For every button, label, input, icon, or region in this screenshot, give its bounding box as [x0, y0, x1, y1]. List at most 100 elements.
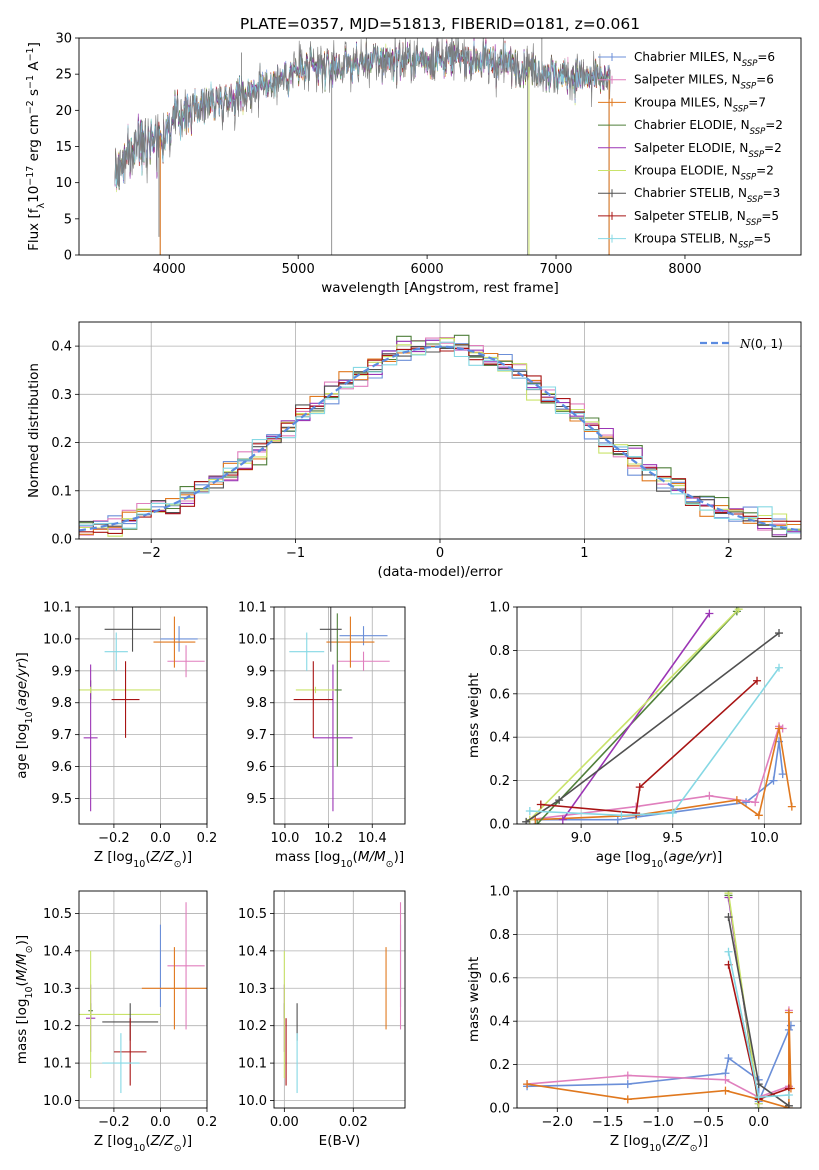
x-tick-label: 1: [580, 546, 588, 561]
x-tick-label: 4000: [153, 262, 186, 277]
x-axis-label-part: 10: [340, 859, 352, 870]
x-axis-label-part: ⊙: [690, 1143, 698, 1154]
legend-label-base: Salpeter MILES, N: [634, 73, 741, 87]
x-axis-label-part: Z [log: [94, 849, 133, 865]
weight-marker-kroupa_miles: [721, 1086, 730, 1095]
x-axis-label-part: mass [log: [275, 849, 341, 865]
legend-label: Chabrier MILES, NSSP=6: [634, 50, 775, 69]
legend-label-base: Kroupa STELIB, N: [634, 232, 738, 246]
legend-label: Kroupa MILES, NSSP=7: [634, 95, 766, 114]
legend-label-n: N: [739, 337, 751, 351]
y-tick-label: 0.6: [489, 687, 510, 702]
axes-frame: [78, 321, 802, 540]
y-axis-label-part: )]: [14, 935, 30, 946]
spectrum-lines: [114, 38, 611, 255]
axes-frame: [78, 37, 802, 256]
x-axis-label-part: Z/Z: [150, 1133, 175, 1149]
weight-marker-chabrier_miles: [769, 776, 778, 785]
x-axis-label: Z [log10(Z/Z⊙)]: [94, 849, 192, 870]
weight-marker-kroupa_miles: [784, 1008, 793, 1017]
x-tick-label: −2.0: [541, 1115, 573, 1130]
axes-frame: [516, 890, 802, 1109]
y-tick-label: 1.0: [489, 601, 510, 616]
y-tick-label: 9.8: [51, 696, 72, 711]
y-axis-label-part: −2: [25, 100, 36, 114]
legend-label: N(0, 1): [739, 337, 783, 351]
x-tick-label: 0.0: [150, 831, 171, 846]
weight-marker-kroupa_miles: [787, 802, 796, 811]
legend-label: Salpeter STELIB, NSSP=5: [634, 209, 779, 228]
x-axis-label: wavelength [Angstrom, rest frame]: [321, 280, 559, 296]
y-tick-label: 9.6: [246, 760, 267, 775]
errorbars-mass_vs_Z: [79, 902, 207, 1094]
x-axis-label-part: age/yr: [668, 849, 713, 865]
chart-title: PLATE=0357, MJD=51813, FIBERID=0181, z=0…: [240, 15, 640, 33]
y-axis-label-part: ]: [26, 42, 42, 47]
weight-line-salpeter_stelib: [540, 680, 758, 814]
y-tick-label: 10.2: [43, 1019, 72, 1034]
weight-marker-salpeter_stelib: [753, 676, 762, 685]
legend-label-sub: SSP: [742, 59, 758, 69]
axes-frame: [273, 606, 406, 825]
x-tick-label: −2: [142, 546, 161, 561]
x-tick-label: 10.2: [314, 831, 343, 846]
y-axis-label: age [log10(age/yr)]: [14, 652, 35, 778]
y-tick-label: 0.8: [489, 644, 510, 659]
weight-line-kroupa_elodie: [529, 608, 740, 821]
weight-marker-kroupa_stelib: [754, 1093, 763, 1102]
x-axis-label-part: (: [353, 849, 358, 865]
x-axis-label-part: Z/Z: [666, 1133, 691, 1149]
legend-label-sub: SSP: [750, 127, 766, 137]
y-tick-label: 0.3: [51, 388, 72, 403]
x-tick-label: 0: [436, 546, 444, 561]
y-tick-label: 0.0: [489, 1102, 510, 1117]
axes-age_vs_mass: 10.0 10.2 10.4 9.5 9.6 9.7 9.8 9.9 10.0 10.1: [238, 601, 405, 846]
y-axis-label-part: Flux [f: [26, 207, 42, 251]
y-tick-label: 0.2: [489, 774, 510, 789]
weight-marker-chabrier_miles: [778, 770, 787, 779]
weight-line-chabrier_stelib: [525, 632, 780, 823]
y-tick-label: 10.3: [238, 982, 267, 997]
weight-line-chabrier_elodie: [536, 610, 738, 824]
legend-label-n: =3: [763, 186, 781, 200]
legend-label-n: =2: [765, 118, 783, 132]
y-axis-label-part: M/M: [14, 953, 30, 981]
legend-label-sub: SSP: [741, 82, 757, 92]
y-tick-label: 5: [64, 212, 72, 227]
y-axis-label: mass weight: [466, 957, 482, 1042]
weight-marker-salpeter_miles: [721, 1075, 730, 1084]
y-axis-label-part: s: [26, 89, 42, 100]
weight-marker-chabrier_stelib: [724, 913, 733, 922]
weight-marker-kroupa_stelib: [525, 806, 534, 815]
legend-label-sub: SSP: [747, 195, 763, 205]
weight-line-chabrier_miles: [527, 1025, 792, 1102]
x-axis-label-part: )]: [394, 849, 405, 865]
legend-label-base: Salpeter STELIB, N: [634, 209, 746, 223]
weight-line-kroupa_miles: [535, 728, 793, 821]
y-tick-label: 9.6: [51, 760, 72, 775]
weight-line-kroupa_stelib: [529, 667, 780, 817]
y-tick-label: 0.0: [489, 818, 510, 833]
weight-marker-chabrier_miles: [623, 1080, 632, 1089]
legend-label: Salpeter ELODIE, NSSP=2: [634, 141, 782, 160]
weight-marker-salpeter_stelib: [536, 800, 545, 809]
x-tick-label: −0.5: [693, 1115, 725, 1130]
weight-marker-chabrier_miles: [742, 798, 751, 807]
x-axis-label-part: ⊙: [174, 1143, 182, 1154]
legend-label-n: =2: [764, 141, 782, 155]
y-tick-label: 25: [55, 68, 72, 83]
x-axis-label-part: 10: [133, 859, 145, 870]
y-tick-label: 0.8: [489, 928, 510, 943]
y-tick-label: 10.4: [238, 944, 267, 959]
y-tick-label: 20: [55, 104, 72, 119]
x-tick-label: 0.2: [197, 831, 218, 846]
axes-mass_vs_ebv: 0.00 0.02 10.0 10.1 10.2 10.3 10.4 10.5: [238, 891, 405, 1130]
y-axis-label-part: 10: [26, 186, 42, 203]
y-axis-label-part: (: [14, 981, 30, 986]
y-tick-label: 0.1: [51, 484, 72, 499]
y-tick-label: 0.4: [51, 340, 72, 355]
legend-label-args: (0, 1): [751, 337, 783, 351]
legend-label: Kroupa STELIB, NSSP=5: [634, 232, 771, 251]
